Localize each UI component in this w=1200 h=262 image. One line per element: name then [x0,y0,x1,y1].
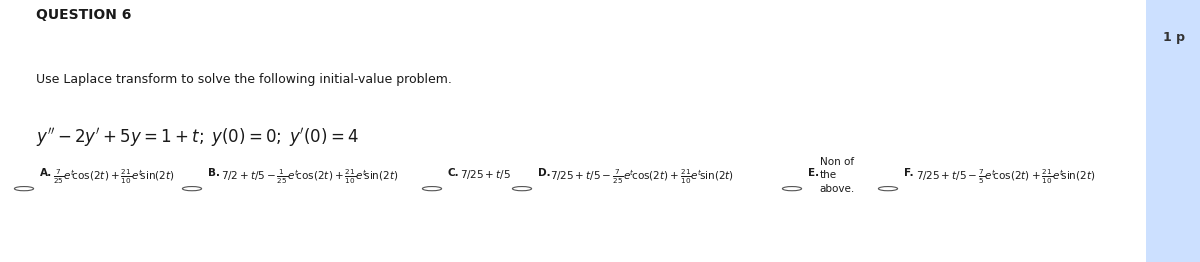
Text: E.: E. [808,168,818,178]
Text: $7/2 + t/5 - \frac{1}{25}e^t\!\cos(2t) + \frac{21}{10}e^t\!\sin(2t)$: $7/2 + t/5 - \frac{1}{25}e^t\!\cos(2t) +… [221,168,398,186]
Text: 1 p: 1 p [1163,31,1184,45]
Text: $7/25 + t/5 - \frac{7}{25}e^t\!\cos(2t) + \frac{21}{10}e^t\!\sin(2t)$: $7/25 + t/5 - \frac{7}{25}e^t\!\cos(2t) … [550,168,733,186]
Text: Use Laplace transform to solve the following initial-value problem.: Use Laplace transform to solve the follo… [36,73,452,86]
Text: $7/25 + t/5$: $7/25 + t/5$ [460,168,510,181]
Text: QUESTION 6: QUESTION 6 [36,8,131,22]
Text: $7/25 + t/5 - \frac{7}{5}e^t\!\cos(2t) + \frac{21}{10}e^t\!\sin(2t)$: $7/25 + t/5 - \frac{7}{5}e^t\!\cos(2t) +… [916,168,1094,186]
Text: A.: A. [40,168,52,178]
Text: $\frac{7}{25}e^t\!\cos(2t) + \frac{21}{10}e^t\!\sin(2t)$: $\frac{7}{25}e^t\!\cos(2t) + \frac{21}{1… [53,168,174,186]
Text: C.: C. [448,168,460,178]
Text: Non of
the
above.: Non of the above. [820,157,854,194]
FancyBboxPatch shape [1146,0,1200,262]
Text: D.: D. [538,168,551,178]
Text: F.: F. [904,168,913,178]
Text: B.: B. [208,168,220,178]
Text: $y'' - 2y' + 5y = 1 + t;\; y(0) = 0;\; y'(0) = 4$: $y'' - 2y' + 5y = 1 + t;\; y(0) = 0;\; y… [36,126,359,149]
